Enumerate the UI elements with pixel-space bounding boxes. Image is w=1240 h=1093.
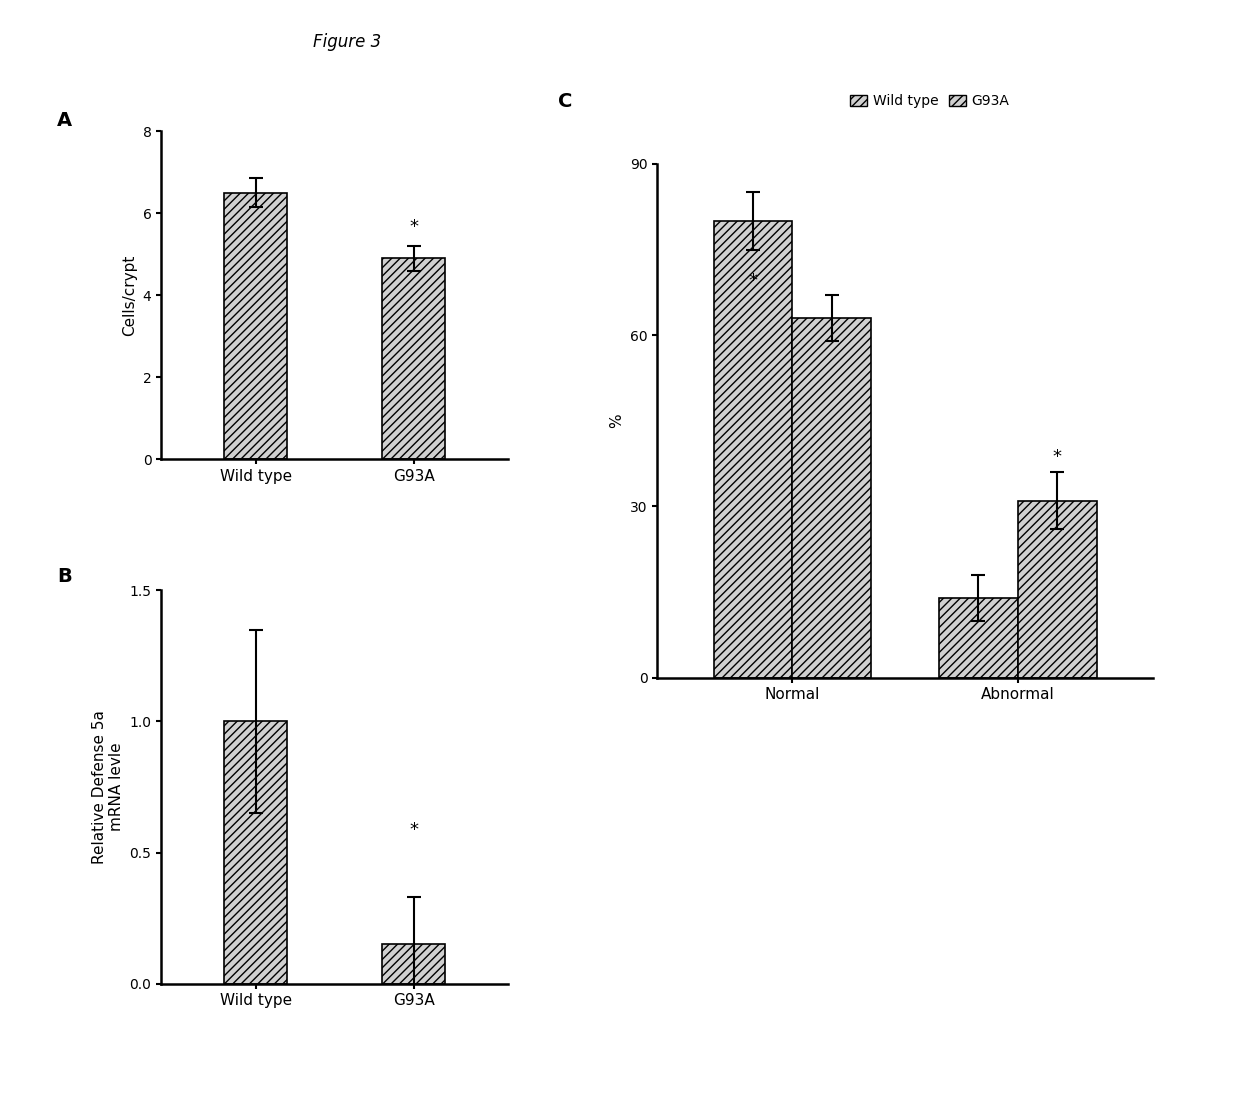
- Legend: Wild type, G93A: Wild type, G93A: [844, 89, 1016, 114]
- Text: B: B: [57, 566, 72, 586]
- Bar: [224, 192, 288, 459]
- Text: *: *: [409, 822, 418, 839]
- Bar: [713, 221, 792, 678]
- Text: *: *: [749, 271, 758, 290]
- Text: *: *: [409, 218, 418, 236]
- Bar: [382, 258, 445, 459]
- Y-axis label: Cells/crypt: Cells/crypt: [122, 255, 138, 336]
- Y-axis label: %: %: [609, 413, 624, 428]
- Y-axis label: Relative Defense 5a
mRNA levle: Relative Defense 5a mRNA levle: [92, 710, 124, 863]
- Bar: [224, 721, 288, 984]
- Bar: [1018, 501, 1097, 678]
- Text: C: C: [558, 92, 573, 111]
- Bar: [792, 318, 872, 678]
- Bar: [382, 944, 445, 984]
- Text: A: A: [57, 111, 72, 130]
- Bar: [939, 598, 1018, 678]
- Text: *: *: [1053, 448, 1061, 467]
- Text: Figure 3: Figure 3: [312, 33, 382, 50]
